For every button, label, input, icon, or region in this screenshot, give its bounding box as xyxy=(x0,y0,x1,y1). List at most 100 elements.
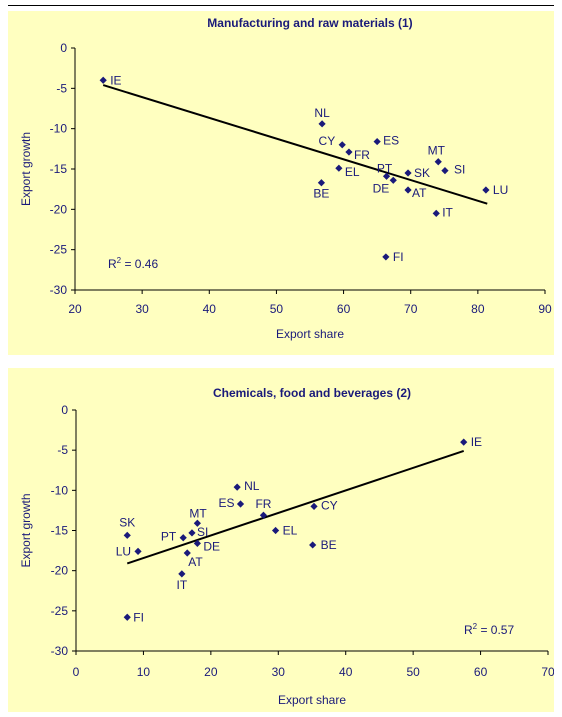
y-tick-label: -15 xyxy=(51,524,69,538)
point-label-nl: NL xyxy=(244,479,260,493)
point-label-ie: IE xyxy=(110,73,121,87)
point-label-mt: MT xyxy=(189,506,207,520)
point-label-el: EL xyxy=(345,165,360,179)
x-axis-label: Export share xyxy=(278,693,346,707)
point-label-si: SI xyxy=(197,525,208,539)
y-axis-label: Export growth xyxy=(19,493,33,567)
data-point-fr xyxy=(345,148,353,156)
top-rule xyxy=(8,5,554,6)
data-point-at xyxy=(183,549,191,557)
x-tick-label: 60 xyxy=(474,665,488,679)
x-tick-label: 70 xyxy=(404,302,418,316)
point-label-fi: FI xyxy=(133,610,144,624)
r-squared-annotation: R2 = 0.46 xyxy=(108,256,158,271)
point-label-fr: FR xyxy=(354,148,370,162)
x-tick-label: 90 xyxy=(538,302,552,316)
x-tick-label: 60 xyxy=(337,302,351,316)
chart-panel-manufacturing: Manufacturing and raw materials (1) 0 -5 -1… xyxy=(8,11,554,355)
x-axis-label: Export share xyxy=(276,327,344,341)
point-label-cy: CY xyxy=(319,134,336,148)
y-tick-label: -10 xyxy=(51,483,69,497)
x-tick-label: 10 xyxy=(137,665,151,679)
x-tick-label: 50 xyxy=(270,302,284,316)
point-label-at: AT xyxy=(188,555,203,569)
scatter-plot-0: Manufacturing and raw materials (1) 0 -5 -1… xyxy=(19,16,552,341)
y-tick-label: -5 xyxy=(56,81,67,95)
data-point-pt xyxy=(382,172,391,180)
point-label-be: BE xyxy=(321,538,337,552)
data-point-be xyxy=(309,541,317,549)
y-tick-label: 0 xyxy=(60,41,67,55)
y-tick-label: -25 xyxy=(51,604,69,618)
data-point-it xyxy=(432,209,440,217)
y-tick-label: -15 xyxy=(50,162,68,176)
data-point-lu xyxy=(134,547,142,555)
point-label-lu: LU xyxy=(493,183,508,197)
data-point-ie xyxy=(460,438,468,446)
data-point-nl xyxy=(318,120,326,128)
y-tick-label: -10 xyxy=(50,122,68,136)
point-label-pt: PT xyxy=(161,530,177,544)
data-point-si xyxy=(441,167,449,175)
data-point-de xyxy=(193,539,201,547)
trend-line xyxy=(126,450,465,565)
point-label-si: SI xyxy=(454,163,465,177)
x-tick-label: 0 xyxy=(73,665,80,679)
x-tick-label: 70 xyxy=(541,665,554,679)
x-tick-label: 40 xyxy=(339,665,353,679)
point-label-fi: FI xyxy=(393,250,404,264)
point-label-it: IT xyxy=(177,578,188,592)
data-point-pt xyxy=(179,534,187,542)
data-point-si xyxy=(188,529,196,537)
y-tick-label: 0 xyxy=(61,403,68,417)
x-tick-label: 50 xyxy=(406,665,420,679)
data-point-sk xyxy=(123,531,131,539)
data-point-cy xyxy=(338,141,346,149)
data-point-nl xyxy=(233,483,241,491)
chart-title: Chemicals, food and beverages (2) xyxy=(213,386,411,400)
point-label-es: ES xyxy=(219,496,235,510)
y-axis-label: Export growth xyxy=(19,132,33,206)
data-point-mt xyxy=(434,158,442,166)
data-point-ie xyxy=(99,76,107,84)
data-point-cy xyxy=(310,502,318,510)
data-point-be xyxy=(317,179,326,187)
data-point-el xyxy=(271,526,280,535)
point-label-at: AT xyxy=(412,186,427,200)
point-label-nl: NL xyxy=(314,106,330,120)
y-tick-label: -20 xyxy=(50,202,68,216)
trend-line xyxy=(102,84,488,205)
data-point-fi xyxy=(382,253,390,261)
point-label-de: DE xyxy=(203,539,220,553)
point-label-cy: CY xyxy=(321,498,338,512)
point-label-mt: MT xyxy=(428,144,446,158)
x-tick-label: 20 xyxy=(204,665,218,679)
data-point-el xyxy=(335,164,343,172)
data-point-es xyxy=(373,137,381,146)
x-tick-label: 20 xyxy=(68,302,82,316)
scatter-plot-1: Chemicals, food and beverages (2) 0 -5 -10 -… xyxy=(19,386,555,707)
y-tick-label: -20 xyxy=(51,564,69,578)
data-point-it xyxy=(178,570,186,578)
point-label-es: ES xyxy=(383,134,399,148)
chart-title: Manufacturing and raw materials (1) xyxy=(207,16,412,30)
point-label-lu: LU xyxy=(116,544,131,558)
y-tick-label: -25 xyxy=(50,243,68,257)
point-label-fr: FR xyxy=(255,497,271,511)
chart-panel-chemicals: Chemicals, food and beverages (2) 0 -5 -10 -… xyxy=(8,368,555,712)
data-point-fi xyxy=(123,613,131,621)
point-label-sk: SK xyxy=(119,515,135,529)
data-point-sk xyxy=(404,169,412,177)
x-tick-label: 30 xyxy=(272,665,286,679)
data-point-lu xyxy=(482,186,490,194)
point-label-ie: IE xyxy=(471,435,482,449)
y-tick-label: -5 xyxy=(57,443,68,457)
data-point-de xyxy=(389,176,397,184)
x-tick-label: 40 xyxy=(203,302,217,316)
point-label-be: BE xyxy=(313,187,329,201)
point-label-it: IT xyxy=(442,205,453,219)
x-tick-label: 30 xyxy=(135,302,149,316)
point-label-sk: SK xyxy=(414,166,430,180)
point-label-pt: PT xyxy=(377,161,393,175)
point-label-el: EL xyxy=(283,524,298,538)
